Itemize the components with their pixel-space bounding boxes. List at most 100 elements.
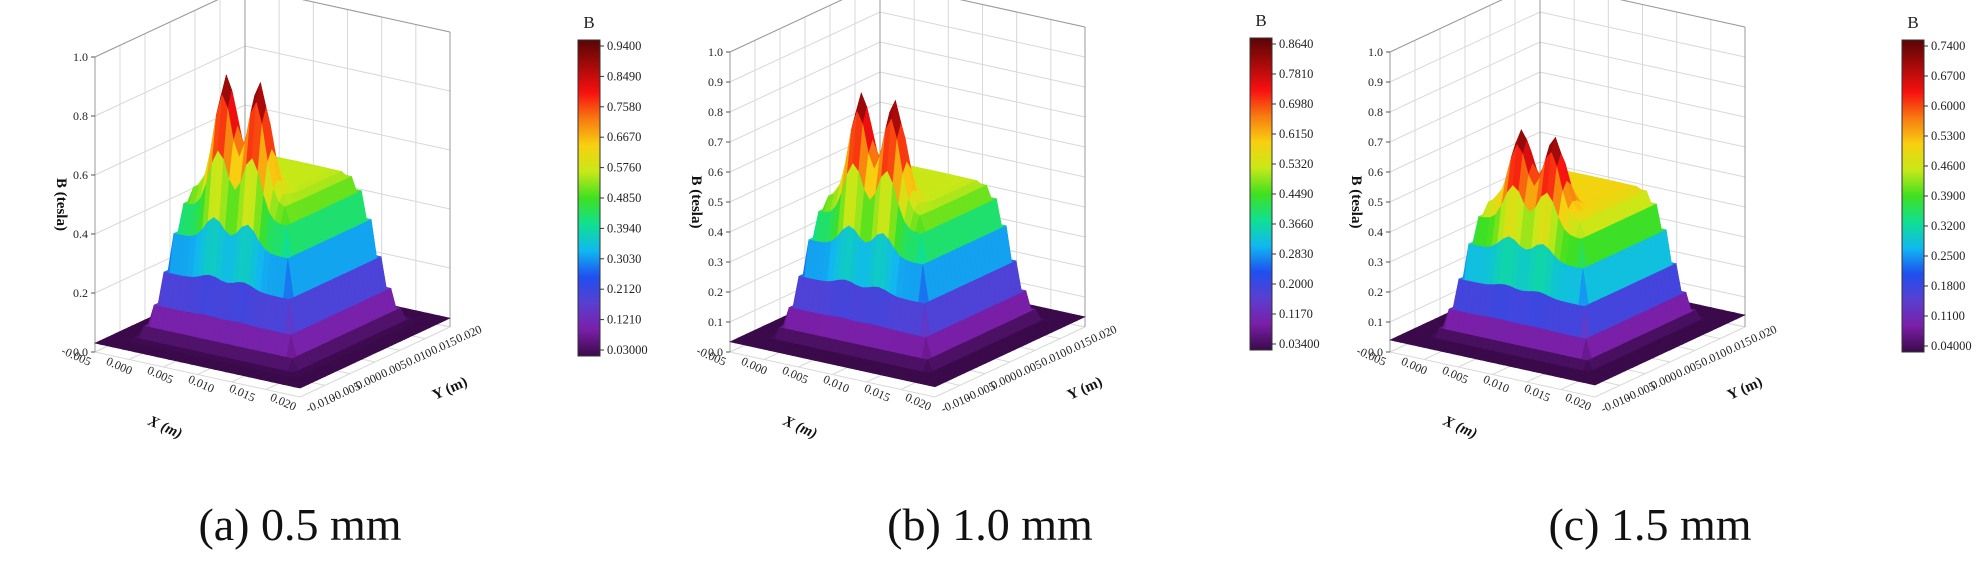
z-tick-label: 0.9 [708, 75, 723, 89]
box-edge [959, 0, 1086, 28]
colorbar-tick-label: 0.2830 [1279, 247, 1313, 261]
colorbar-tick-label: 0.6150 [1279, 127, 1313, 141]
x-tick-label: 0.010 [1481, 372, 1511, 396]
surface-patch [293, 384, 306, 389]
z-gridline [729, 11, 1086, 83]
panel-caption: (a) 0.5 mm [198, 499, 401, 550]
chart-panel-1: 0.00.10.20.30.40.50.60.70.80.91.0B (tesl… [688, 0, 1320, 550]
z-tick-label: 0.3 [708, 255, 723, 269]
z-tick-label: 0.7 [1368, 135, 1383, 149]
x-tick-label: 0.015 [1522, 381, 1552, 405]
z-axis-label: B (tesla) [688, 176, 704, 229]
box-edge [94, 0, 219, 58]
y-tick-label: 0.000 [354, 369, 384, 393]
z-gridline [1389, 41, 1746, 113]
z-tick-label: 0.1 [708, 315, 723, 329]
z-tick-label: 0.9 [1368, 75, 1383, 89]
colorbar-title: B [1255, 11, 1266, 30]
colorbar [577, 39, 601, 357]
z-tick-label: 0.3 [1368, 255, 1383, 269]
colorbar-tick-label: 0.2120 [607, 282, 641, 296]
colorbar-tick-label: 0.2500 [1931, 249, 1965, 263]
y-tick-label: 0.010 [1699, 345, 1729, 369]
colorbar-tick-label: 0.9400 [607, 39, 641, 53]
z-tick-label: 0.2 [73, 286, 88, 300]
x-tick-label: 0.020 [903, 390, 933, 414]
panel-caption: (c) 1.5 mm [1548, 499, 1751, 550]
x-tick-label: 0.015 [862, 381, 892, 405]
x-tick-label: 0.010 [186, 372, 216, 396]
colorbar-tick-label: 0.7810 [1279, 67, 1313, 81]
colorbar-tick-label: 0.8640 [1279, 37, 1313, 51]
colorbar-tick-label: 0.4490 [1279, 187, 1313, 201]
x-tick-label: 0.005 [1440, 363, 1470, 387]
z-gridline [94, 0, 451, 58]
colorbar-tick-label: 0.1100 [1931, 309, 1965, 323]
z-tick-label: 0.1 [1368, 315, 1383, 329]
x-tick-label: 0.005 [780, 363, 810, 387]
z-tick-label: 0.8 [73, 109, 88, 123]
colorbar-tick-label: 0.3900 [1931, 189, 1965, 203]
y-tick-label: 0.020 [1089, 322, 1119, 346]
y-tick-label: 0.020 [454, 322, 484, 346]
colorbar-tick-label: 0.1170 [1279, 307, 1313, 321]
y-tick-label: 0.010 [404, 345, 434, 369]
colorbar-tick-label: 0.3200 [1931, 219, 1965, 233]
z-axis-label: B (tesla) [53, 178, 69, 231]
z-tick-label: 1.0 [73, 50, 88, 64]
z-tick-label: 0.4 [1368, 225, 1383, 239]
y-tick-label: 0.020 [1749, 322, 1779, 346]
x-axis-label: X (m) [780, 413, 820, 442]
y-tick-label: 0.000 [1649, 369, 1679, 393]
z-gridline [1389, 0, 1746, 53]
y-tick-label: 0.015 [1064, 334, 1094, 358]
y-tick-label: 0.000 [989, 369, 1019, 393]
z-gridline [1389, 101, 1746, 173]
chart-panel-0: 0.00.20.40.60.81.0B (tesla)-0.005 0.000 0.… [53, 0, 648, 550]
z-tick-label: 0.5 [708, 195, 723, 209]
z-gridline [94, 45, 451, 117]
colorbar-tick-label: 0.4600 [1931, 159, 1965, 173]
z-tick-label: 0.8 [708, 105, 723, 119]
x-tick-label: 0.000 [739, 354, 769, 378]
box-edge [301, 0, 451, 33]
x-tick-label: 0.010 [821, 372, 851, 396]
z-tick-label: 0.0 [73, 345, 88, 359]
z-tick-label: 0.6 [708, 165, 723, 179]
panel-caption: (b) 1.0 mm [887, 499, 1093, 550]
colorbar [1249, 37, 1273, 351]
colorbar-tick-label: 0.5320 [1279, 157, 1313, 171]
x-tick-label: 0.005 [145, 363, 175, 387]
box-edge [729, 0, 843, 53]
colorbar-tick-label: 0.04000 [1931, 339, 1972, 353]
x-axis-label: X (m) [1440, 413, 1480, 442]
x-tick-label: 0.020 [1563, 390, 1593, 414]
colorbar-tick-label: 0.8490 [607, 69, 641, 83]
z-gridline [729, 0, 1086, 53]
z-gridline [729, 41, 1086, 113]
colorbar-tick-label: 0.6980 [1279, 97, 1313, 111]
y-axis-label: Y (m) [1725, 374, 1765, 403]
x-axis-label: X (m) [145, 413, 185, 442]
y-axis-label: Y (m) [430, 374, 470, 403]
colorbar-tick-label: 0.03000 [607, 343, 648, 357]
colorbar-tick-label: 0.4850 [607, 191, 641, 205]
y-tick-label: 0.015 [1724, 334, 1754, 358]
x-tick-label: 0.000 [1399, 354, 1429, 378]
colorbar-tick-label: 0.03400 [1279, 337, 1320, 351]
colorbar-tick-label: 0.3660 [1279, 217, 1313, 231]
colorbar-tick-label: 0.7400 [1931, 39, 1965, 53]
z-tick-label: 0.4 [708, 225, 723, 239]
y-tick-label: 0.005 [1014, 357, 1044, 381]
z-tick-label: 1.0 [708, 45, 723, 59]
z-tick-label: 0.5 [1368, 195, 1383, 209]
z-tick-label: 1.0 [1368, 45, 1383, 59]
colorbar [1901, 39, 1925, 353]
colorbar-tick-label: 0.2000 [1279, 277, 1313, 291]
z-axis-label: B (tesla) [1348, 176, 1364, 229]
floor-gridline [934, 326, 1086, 398]
z-tick-label: 0.2 [1368, 285, 1383, 299]
z-tick-label: 0.8 [1368, 105, 1383, 119]
colorbar-tick-label: 0.5300 [1931, 129, 1965, 143]
